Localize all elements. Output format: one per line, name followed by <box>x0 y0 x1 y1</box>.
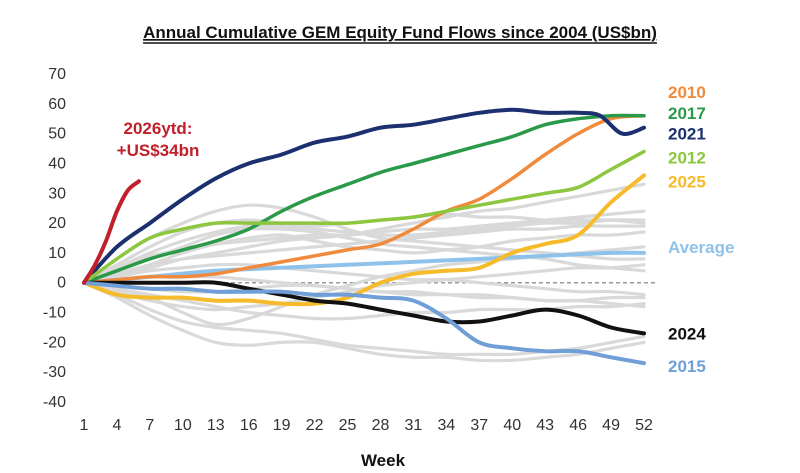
x-tick-label: 7 <box>145 417 154 434</box>
series-line-Average <box>82 250 646 285</box>
x-tick-label: 49 <box>602 417 620 434</box>
legend-label-2021: 2021 <box>668 125 706 144</box>
y-tick-label: -40 <box>43 394 66 411</box>
y-tick-label: 30 <box>48 185 66 202</box>
y-tick-label: 40 <box>48 155 66 172</box>
x-tick-label: 34 <box>437 417 455 434</box>
x-tick-label: 43 <box>536 417 554 434</box>
y-tick-label: 60 <box>48 96 66 113</box>
y-tick-label: -10 <box>43 305 66 322</box>
legend-label-2017: 2017 <box>668 104 706 123</box>
y-tick-label: 0 <box>57 275 66 292</box>
series-line-2026ytd <box>82 179 141 285</box>
chart-title: Annual Cumulative GEM Equity Fund Flows … <box>143 23 657 42</box>
y-tick-label: 10 <box>48 245 66 262</box>
x-tick-label: 19 <box>273 417 291 434</box>
x-tick-label: 4 <box>112 417 121 434</box>
legend-label-2025: 2025 <box>668 172 706 191</box>
legend-label-2012: 2012 <box>668 148 706 167</box>
x-tick-label: 16 <box>240 417 258 434</box>
annotation-line-1: 2026ytd: <box>124 119 193 138</box>
series-line-other-year-16 <box>82 224 646 285</box>
series-line-2010 <box>82 113 646 285</box>
x-tick-label: 1 <box>80 417 89 434</box>
highlighted-year-lines <box>82 107 646 366</box>
series-line-2017 <box>82 113 646 285</box>
series-line-2015 <box>82 280 646 366</box>
y-tick-label: 20 <box>48 215 66 232</box>
series-line-other-year-14 <box>82 218 646 285</box>
x-tick-label: 31 <box>405 417 423 434</box>
legend-label-2010: 2010 <box>668 83 706 102</box>
y-axis-ticks: -40 -30 -20 -10 0 10 20 30 40 50 60 70 <box>43 66 66 411</box>
legend-label-average: Average <box>668 238 734 257</box>
series-line-2012 <box>82 149 646 285</box>
annotation-2026ytd: 2026ytd: +US$34bn <box>117 119 200 160</box>
x-tick-label: 28 <box>372 417 390 434</box>
x-tick-label: 10 <box>174 417 192 434</box>
x-tick-label: 52 <box>635 417 653 434</box>
series-line-2025 <box>82 173 646 307</box>
legend-label-2024: 2024 <box>668 324 706 343</box>
legend: 2010 2017 2021 2012 2025 Average 2024 2015 <box>668 83 734 376</box>
y-tick-label: -30 <box>43 364 66 381</box>
x-tick-label: 25 <box>339 417 357 434</box>
series-line-2024 <box>82 280 646 336</box>
legend-label-2015: 2015 <box>668 357 706 376</box>
annotation-line-2: +US$34bn <box>117 141 200 160</box>
series-line-other-year-6 <box>82 262 646 297</box>
x-tick-label: 22 <box>306 417 324 434</box>
series-line-other-year-10 <box>82 281 646 363</box>
x-tick-label: 46 <box>569 417 587 434</box>
x-axis-ticks: 1 4 7 10 13 16 19 22 25 28 31 34 37 40 43 46 49 52 <box>80 417 653 434</box>
series-line-2021 <box>82 107 646 285</box>
x-tick-label: 37 <box>470 417 488 434</box>
y-tick-label: -20 <box>43 334 66 351</box>
x-tick-label: 13 <box>207 417 225 434</box>
x-axis-label: Week <box>361 451 406 470</box>
x-tick-label: 40 <box>503 417 521 434</box>
y-tick-label: 50 <box>48 126 66 143</box>
y-tick-label: 70 <box>48 66 66 83</box>
